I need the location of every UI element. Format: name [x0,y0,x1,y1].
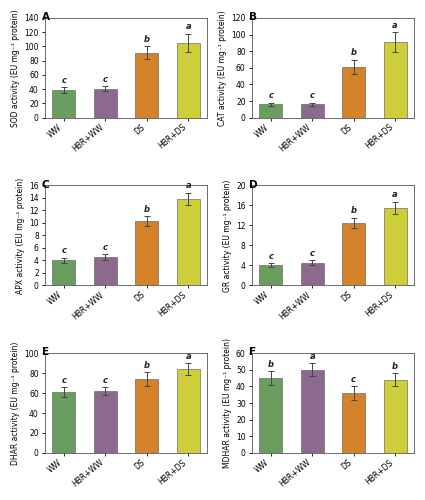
Bar [342,393,365,453]
Text: C: C [42,180,49,190]
Text: a: a [392,190,398,200]
Text: c: c [61,76,66,84]
Text: c: c [268,252,273,261]
Y-axis label: GR activity (EU mg⁻¹ protein): GR activity (EU mg⁻¹ protein) [223,179,232,292]
Bar [259,104,282,118]
Bar [259,378,282,453]
Text: b: b [144,360,150,370]
Bar [384,380,407,453]
Y-axis label: SOD activity (EU mg⁻¹ protein): SOD activity (EU mg⁻¹ protein) [11,9,20,127]
Bar [342,67,365,118]
Text: a: a [392,20,398,30]
Bar [135,379,158,453]
Text: b: b [144,35,150,44]
Text: a: a [185,22,191,31]
Bar [384,42,407,118]
Text: c: c [103,242,108,252]
Bar [177,43,200,118]
Y-axis label: APX activity (EU mg⁻¹ protein): APX activity (EU mg⁻¹ protein) [16,178,25,294]
Text: F: F [249,347,256,357]
Y-axis label: MDHAR activity (EU mg⁻¹ protein): MDHAR activity (EU mg⁻¹ protein) [223,338,232,468]
Bar [94,88,116,118]
Text: a: a [185,182,191,190]
Text: b: b [144,204,150,214]
Text: D: D [249,180,258,190]
Y-axis label: DHAR activity (EU mg⁻¹ protein): DHAR activity (EU mg⁻¹ protein) [11,342,20,464]
Text: a: a [309,352,315,360]
Text: b: b [351,48,357,57]
Text: c: c [310,249,314,258]
Bar [135,221,158,286]
Text: c: c [61,246,66,256]
Bar [342,223,365,286]
Bar [384,208,407,286]
Bar [301,263,323,285]
Text: A: A [42,12,50,22]
Text: c: c [61,376,66,384]
Bar [177,369,200,453]
Text: c: c [268,92,273,100]
Text: E: E [42,347,49,357]
Text: b: b [268,360,274,369]
Bar [52,90,75,118]
Bar [52,260,75,285]
Text: c: c [103,376,108,384]
Bar [301,104,323,118]
Text: c: c [310,92,314,100]
Bar [94,391,116,453]
Bar [259,266,282,285]
Text: a: a [185,352,191,360]
Text: B: B [249,12,257,22]
Text: c: c [351,375,356,384]
Text: b: b [392,362,398,370]
Text: c: c [103,75,108,84]
Text: b: b [351,206,357,216]
Bar [177,199,200,286]
Bar [135,53,158,118]
Bar [94,258,116,285]
Y-axis label: CAT activity (EU mg⁻¹ protein): CAT activity (EU mg⁻¹ protein) [218,10,227,126]
Bar [52,392,75,453]
Bar [301,370,323,453]
